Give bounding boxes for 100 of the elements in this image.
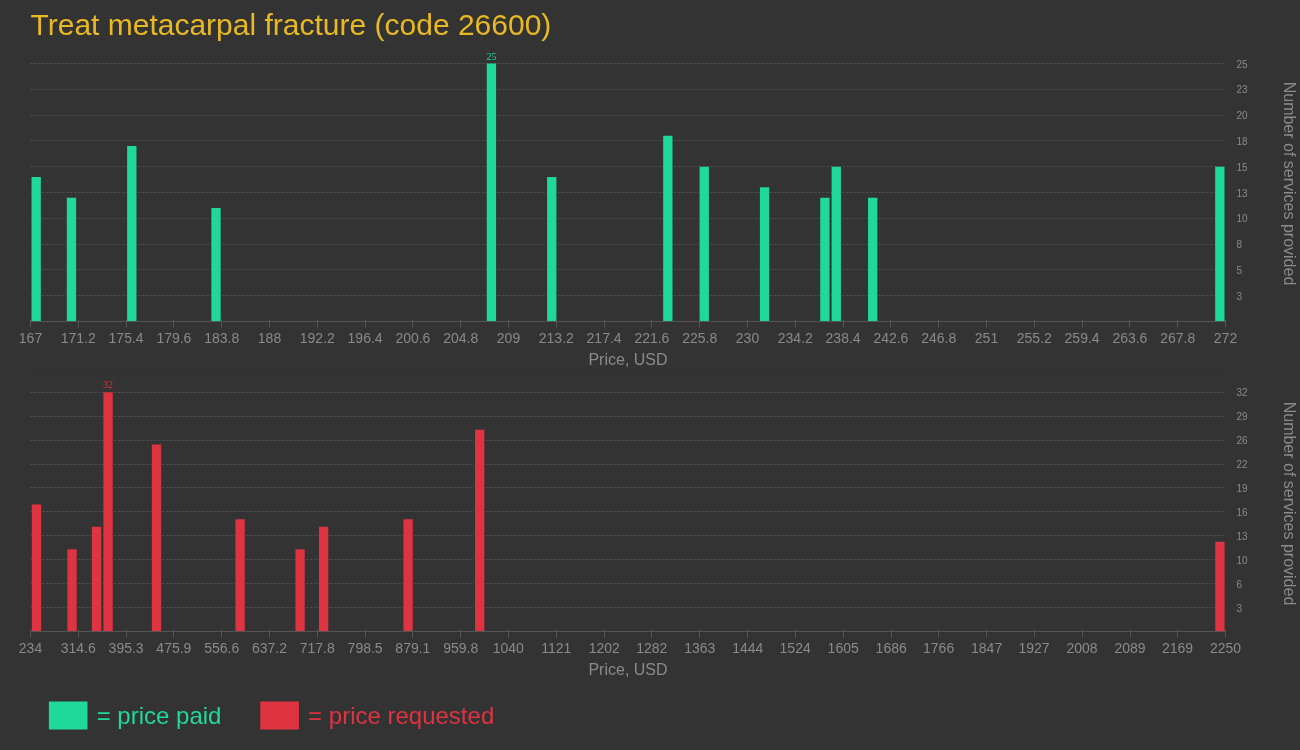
x-tick-label: 717.8	[299, 639, 336, 656]
bar	[295, 549, 305, 632]
x-tick-label: 2250	[1209, 639, 1242, 656]
x-tick-label: 192.2	[299, 329, 336, 346]
x-tick-label: 1444	[732, 639, 764, 656]
x-tick-label: 263.6	[1112, 329, 1148, 346]
bar	[67, 549, 77, 632]
y-tick-label: 29	[1236, 411, 1249, 423]
y-tick-label: 3	[1236, 602, 1243, 614]
x-tick-label: 225.8	[682, 329, 718, 346]
x-tick-label: 267.8	[1160, 329, 1196, 346]
y-tick-label: 26	[1236, 435, 1249, 447]
y-tick-label: 13	[1236, 530, 1249, 542]
x-tick-label: 209	[496, 329, 521, 346]
x-axis-title: Price, USD	[588, 350, 668, 368]
x-tick-label: 213.2	[538, 329, 575, 346]
x-tick-label: 1121	[541, 639, 572, 656]
x-tick-label: 2008	[1066, 639, 1098, 656]
x-tick-label: 259.4	[1064, 329, 1100, 346]
bar	[1215, 166, 1225, 322]
x-tick-label: 234	[18, 639, 43, 656]
bar	[831, 166, 841, 322]
bar	[31, 177, 41, 322]
x-tick-label: 1605	[827, 639, 859, 656]
legend-label: = price requested	[308, 702, 495, 729]
x-tick-label: 1927	[1018, 639, 1050, 656]
x-tick-label: 1686	[875, 639, 907, 656]
y-tick-label: 19	[1236, 482, 1249, 494]
x-tick-label: 637.2	[251, 639, 288, 656]
bar	[151, 444, 162, 632]
bar	[66, 197, 77, 322]
bar	[103, 392, 113, 632]
bar	[31, 504, 42, 632]
y-tick-label: 13	[1236, 187, 1249, 199]
x-tick-label: 251	[974, 329, 999, 346]
y-axis-title: Number of services provided	[1280, 401, 1298, 606]
x-tick-label: 1202	[588, 639, 621, 656]
data-label: 25	[486, 50, 497, 62]
x-tick-label: 2089	[1114, 639, 1146, 656]
x-tick-label: 475.9	[156, 639, 192, 656]
x-tick-label: 246.8	[921, 329, 957, 346]
y-tick-label: 10	[1236, 213, 1249, 225]
x-tick-label: 179.6	[156, 329, 192, 346]
bar	[1215, 541, 1225, 632]
y-tick-label: 3	[1236, 290, 1243, 302]
y-axis-title: Number of services provided	[1280, 81, 1298, 286]
y-tick-label: 18	[1236, 135, 1249, 147]
x-tick-label: 167	[18, 329, 43, 346]
x-tick-label: 234.2	[777, 329, 814, 346]
legend-label: = price paid	[96, 702, 222, 729]
x-tick-label: 188	[257, 329, 282, 346]
bar	[211, 208, 221, 322]
y-tick-label: 23	[1236, 84, 1249, 96]
x-tick-label: 183.8	[204, 329, 240, 346]
x-tick-label: 1524	[779, 639, 811, 656]
y-tick-label: 5	[1236, 264, 1243, 276]
bar	[127, 146, 137, 322]
bar	[699, 166, 709, 322]
y-tick-label: 20	[1236, 110, 1249, 122]
y-tick-label: 25	[1236, 58, 1249, 70]
x-tick-label: 230	[735, 329, 760, 346]
y-tick-label: 15	[1236, 161, 1249, 173]
y-tick-label: 8	[1236, 239, 1243, 251]
x-tick-label: 196.4	[347, 329, 383, 346]
x-tick-label: 171.2	[60, 329, 97, 346]
bar	[318, 526, 329, 632]
x-tick-label: 1282	[636, 639, 668, 656]
x-tick-label: 959.8	[443, 639, 479, 656]
x-tick-label: 175.4	[108, 329, 144, 346]
x-tick-label: 255.2	[1016, 329, 1053, 346]
bar	[486, 63, 497, 322]
x-tick-label: 1847	[971, 639, 1003, 656]
bar	[547, 177, 557, 322]
bar	[820, 197, 830, 322]
y-tick-label: 10	[1236, 554, 1249, 566]
chart-title: Treat metacarpal fracture (code 26600)	[30, 7, 552, 41]
x-tick-label: 217.4	[586, 329, 622, 346]
y-tick-label: 32	[1236, 387, 1249, 399]
x-tick-label: 1363	[684, 639, 716, 656]
x-tick-label: 204.8	[443, 329, 479, 346]
x-tick-label: 200.6	[395, 329, 431, 346]
bar	[759, 187, 770, 322]
y-tick-label: 16	[1236, 506, 1249, 518]
x-tick-label: 879.1	[395, 639, 431, 656]
bar	[403, 519, 413, 632]
x-tick-label: 242.6	[873, 329, 909, 346]
bar	[475, 429, 485, 632]
x-tick-label: 2169	[1161, 639, 1194, 656]
x-axis-title: Price, USD	[588, 660, 668, 678]
bar	[868, 197, 878, 322]
x-tick-label: 1040	[492, 639, 525, 656]
x-tick-label: 238.4	[825, 329, 861, 346]
y-tick-label: 6	[1236, 578, 1243, 590]
data-label: 32	[103, 379, 114, 391]
bar	[235, 519, 245, 632]
x-tick-label: 1766	[923, 639, 955, 656]
y-tick-label: 22	[1236, 459, 1249, 471]
x-tick-label: 395.3	[108, 639, 144, 656]
x-tick-label: 798.5	[347, 639, 383, 656]
x-tick-label: 556.6	[204, 639, 240, 656]
